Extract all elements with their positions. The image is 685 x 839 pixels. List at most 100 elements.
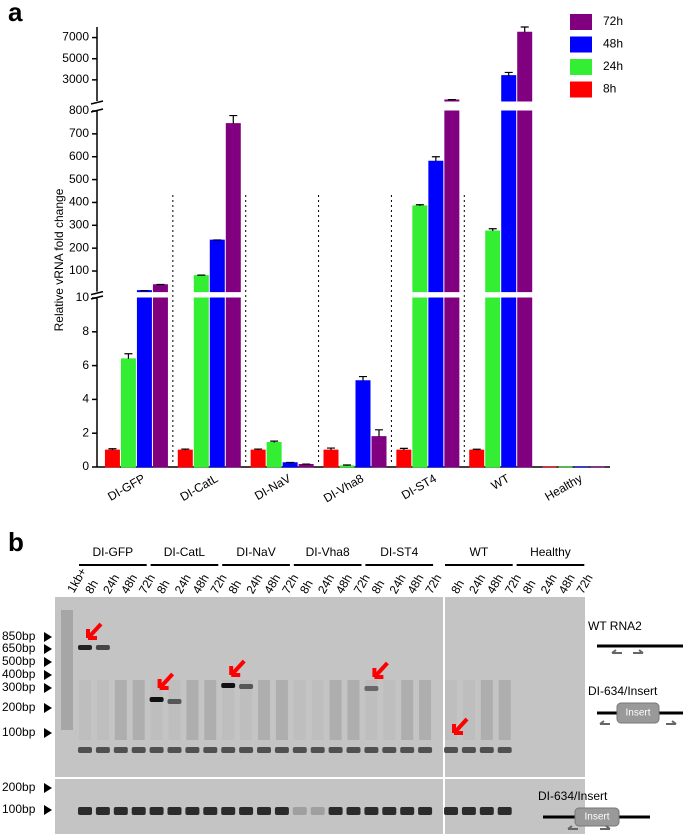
band	[239, 747, 254, 753]
x-tick-label: Healthy	[542, 471, 584, 503]
band	[274, 807, 289, 815]
band	[113, 747, 128, 753]
bar	[355, 380, 371, 468]
bar	[104, 449, 120, 468]
legend-label: 24h	[603, 59, 623, 73]
y-tick-label: 3000	[62, 72, 89, 86]
band	[292, 807, 307, 815]
error-bar	[124, 353, 133, 359]
error-bar	[343, 464, 351, 466]
bar	[412, 205, 428, 468]
bar	[371, 436, 387, 468]
band	[274, 747, 289, 753]
smear	[401, 680, 414, 740]
marker-arrow	[44, 632, 52, 642]
lane-label: 8h	[448, 578, 467, 597]
band	[257, 747, 271, 753]
error-bar	[181, 448, 190, 451]
y-axis-label: Relative vRNA fold change	[52, 188, 66, 331]
smear	[462, 680, 475, 740]
bar	[339, 465, 355, 468]
y-tick-label: 2	[82, 425, 89, 439]
band	[364, 686, 379, 691]
insert-label: Insert	[584, 812, 609, 823]
bar	[177, 449, 193, 468]
band	[310, 747, 325, 753]
lane-label: 72h	[574, 572, 596, 596]
band	[382, 747, 397, 753]
x-tick-label: DI-ST4	[399, 471, 439, 502]
bar	[469, 449, 485, 468]
lane-label: 72h	[208, 572, 230, 596]
bar	[444, 99, 460, 468]
legend-label: 8h	[603, 82, 616, 96]
y-tick-label: 500	[69, 172, 89, 186]
annotation: DI-634/Insert	[588, 684, 658, 698]
group-label: Healthy	[530, 545, 571, 559]
lane-label: 24h	[387, 572, 409, 596]
red-arrow	[372, 661, 389, 679]
band	[292, 747, 307, 753]
band	[221, 807, 236, 815]
marker-label: 200bp	[2, 780, 36, 794]
band	[444, 807, 458, 815]
legend-swatch	[570, 59, 592, 75]
panel-label: b	[8, 527, 24, 557]
y-tick-label: 800	[69, 103, 89, 117]
smear	[150, 680, 163, 740]
error-bar	[431, 156, 440, 162]
x-tick-label: WT	[489, 471, 513, 493]
band	[328, 747, 343, 753]
band	[479, 747, 494, 753]
band	[95, 807, 110, 815]
lane-label: 48h	[118, 572, 140, 596]
legend-swatch	[570, 81, 592, 98]
marker-arrow	[44, 703, 52, 713]
bar	[209, 239, 225, 468]
error-bar	[504, 71, 513, 76]
y-tick-label: 8	[82, 324, 89, 338]
panel-label: a	[8, 0, 23, 27]
y-tick-label: 4	[82, 392, 89, 406]
group-label: WT	[470, 545, 489, 559]
band	[418, 807, 433, 815]
marker-arrow	[44, 657, 52, 667]
bar	[282, 462, 298, 468]
marker-label: 850bp	[2, 629, 36, 643]
axis-break	[90, 100, 104, 113]
smear	[293, 680, 306, 740]
marker-label: 100bp	[2, 802, 36, 816]
band	[257, 807, 271, 815]
red-arrow	[229, 659, 246, 677]
group-label: DI-CatL	[164, 545, 206, 559]
bar	[193, 275, 209, 468]
lane-label: 24h	[172, 572, 194, 596]
smear	[168, 680, 181, 740]
band	[167, 699, 182, 704]
lane-label: 8h	[297, 578, 316, 597]
bar	[120, 358, 136, 468]
band	[444, 747, 458, 753]
band	[203, 747, 218, 753]
smear	[347, 680, 360, 740]
smear	[498, 680, 511, 740]
band	[221, 683, 236, 688]
insert-box	[574, 807, 620, 827]
axis-break	[90, 290, 104, 300]
smear	[114, 680, 127, 740]
band	[497, 747, 512, 753]
lane-label: 48h	[404, 572, 426, 596]
primer-arrows	[599, 720, 677, 725]
smear	[186, 680, 199, 740]
band	[78, 807, 92, 815]
error-bar	[270, 440, 279, 443]
smear	[222, 680, 235, 740]
x-tick-label: DI-Vha8	[321, 471, 366, 505]
bar	[136, 290, 152, 468]
band	[149, 747, 164, 753]
lane-label: 48h	[261, 572, 283, 596]
error-bar	[415, 204, 424, 206]
smear	[311, 680, 324, 740]
group-label: DI-Vha8	[306, 545, 350, 559]
